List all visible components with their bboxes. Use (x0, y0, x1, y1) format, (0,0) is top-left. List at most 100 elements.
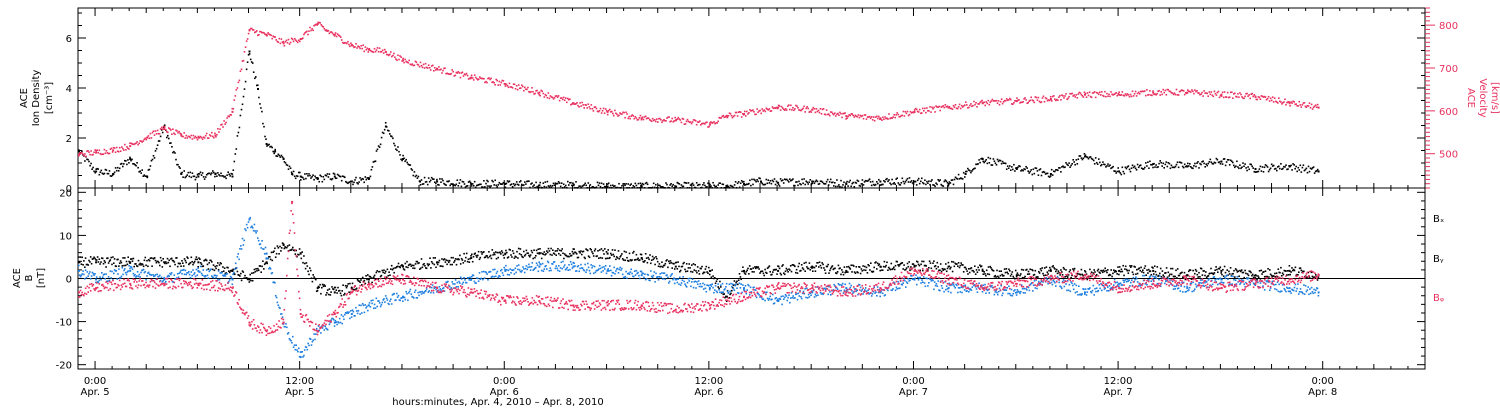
density-point (1184, 165, 1187, 168)
bx-point (725, 295, 728, 298)
velocity-point (1091, 92, 1094, 94)
bx-point (587, 249, 589, 252)
density-point (1243, 165, 1245, 167)
bx-point (640, 253, 643, 256)
bx-point (1203, 270, 1205, 272)
by-point (285, 323, 287, 325)
density-point (1245, 167, 1247, 169)
velocity-point (1142, 90, 1144, 93)
by-point (754, 289, 756, 291)
density-point (1142, 168, 1144, 170)
by-point (617, 272, 620, 274)
bx-point (617, 250, 620, 252)
density-point (185, 175, 187, 178)
velocity-point (470, 74, 473, 77)
density-point (111, 174, 114, 176)
velocity-point (371, 50, 374, 53)
velocity-point (764, 110, 767, 113)
density-point (726, 184, 729, 187)
bx-point (797, 265, 800, 268)
bx-point (1242, 271, 1245, 274)
bx-point (212, 264, 215, 266)
bx-point (1012, 275, 1014, 278)
velocity-point (1300, 106, 1303, 108)
by-point (216, 274, 218, 277)
by-point (246, 226, 249, 229)
velocity-point (1296, 105, 1298, 107)
by-point (397, 294, 400, 297)
density-point (522, 184, 524, 187)
density-point (654, 186, 656, 189)
bx-point (807, 267, 810, 270)
velocity-point (1177, 94, 1180, 96)
velocity-point (284, 40, 287, 43)
velocity-point (414, 60, 417, 63)
density-point (1181, 165, 1184, 168)
bx-point (503, 257, 505, 259)
velocity-point (277, 41, 280, 43)
density-point (756, 179, 758, 181)
bx-point (1287, 274, 1290, 276)
velocity-point (594, 106, 597, 108)
by-point (627, 272, 630, 274)
velocity-axis-label-line2: Velocity (1477, 78, 1488, 117)
by-point (465, 281, 468, 284)
bx-point (606, 252, 609, 255)
density-point (674, 185, 677, 188)
bx-point (868, 264, 870, 267)
bx-point (403, 269, 406, 271)
velocity-point (796, 105, 798, 107)
density-point (761, 182, 763, 185)
velocity-point (109, 148, 112, 150)
bx-point (483, 256, 486, 259)
by-point (489, 270, 492, 273)
velocity-point (1226, 91, 1229, 94)
by-point (736, 287, 738, 289)
density-point (331, 177, 334, 180)
velocity-point (981, 99, 983, 102)
bx-point (951, 270, 954, 273)
velocity-point (459, 76, 462, 79)
density-point (1161, 165, 1163, 167)
density-point (81, 150, 83, 152)
density-point (1147, 161, 1149, 163)
bx-point (442, 259, 445, 261)
velocity-point (1262, 96, 1265, 98)
density-point (982, 160, 984, 163)
bx-point (748, 265, 751, 267)
by-point (753, 286, 755, 289)
density-point (743, 180, 745, 183)
bx-point (1216, 268, 1218, 271)
bx-point (573, 248, 575, 250)
density-point (604, 185, 607, 188)
by-point (667, 276, 669, 279)
density-point (277, 153, 280, 156)
bx-point (130, 258, 133, 260)
velocity-point (1237, 93, 1239, 95)
by-point (108, 279, 111, 282)
velocity-point (81, 151, 83, 154)
bx-point (725, 295, 727, 298)
density-point (567, 180, 569, 183)
by-point (732, 287, 735, 290)
density-point (97, 168, 99, 170)
velocity-point (1098, 93, 1100, 96)
by-point (603, 266, 605, 268)
velocity-point (1314, 104, 1317, 106)
bx-point (1258, 270, 1261, 272)
density-point (914, 180, 917, 183)
velocity-point (168, 127, 170, 129)
bx-point (431, 262, 434, 265)
density-point (602, 183, 605, 185)
by-point (625, 270, 627, 273)
density-point (614, 185, 616, 187)
bx-point (456, 258, 459, 261)
bx-point (80, 263, 83, 265)
velocity-point (628, 115, 630, 118)
density-point (754, 179, 756, 182)
velocity-point (789, 108, 791, 111)
bx-point (211, 261, 213, 263)
velocity-point (478, 78, 480, 80)
bx-point (358, 280, 361, 283)
velocity-point (704, 123, 706, 125)
